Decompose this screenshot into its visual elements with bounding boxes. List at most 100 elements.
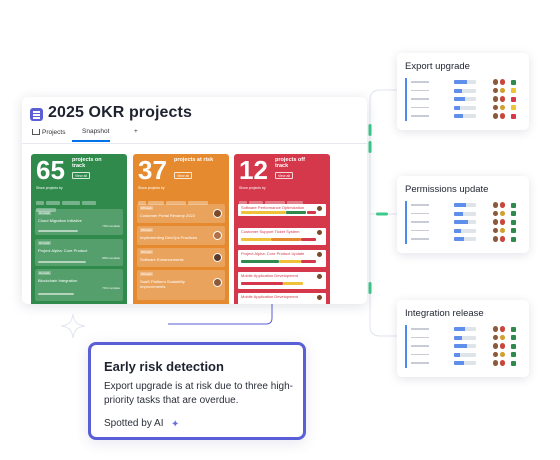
project-item[interactable]: On track Blockchain Integration 71% comp… [35, 269, 123, 301]
table-row [405, 359, 522, 368]
callout-title: Early risk detection [104, 359, 224, 374]
callout-body: Export upgrade is at risk due to three h… [104, 381, 293, 406]
table-row [405, 333, 522, 342]
avatar [213, 278, 222, 287]
active-tab-indicator [72, 140, 110, 142]
avatar [213, 209, 222, 218]
tab-projects[interactable]: Projects [32, 128, 65, 136]
permissions-update-card[interactable]: Permissions update [397, 176, 529, 253]
show-by-label: Show projects by [239, 186, 266, 190]
status-tag: On track [38, 271, 51, 275]
progress-bar-segment [241, 238, 271, 241]
table-row [405, 235, 522, 244]
project-name: Implementing DevOps Practices [140, 235, 198, 240]
add-tab-button[interactable]: + [134, 128, 138, 135]
off-track-count: 12 [239, 155, 268, 185]
project-item[interactable]: Off track Customer Portal Revamp 2022 [137, 204, 225, 223]
task-table [405, 78, 522, 121]
project-name: Cloud Migration Initiative [38, 218, 82, 223]
progress-bar-segment [271, 238, 301, 241]
sparkle-icon [60, 313, 86, 339]
project-item[interactable]: Software Performance Optimization [238, 204, 326, 216]
progress-bar-segment [241, 211, 286, 214]
tab-snapshot[interactable]: Snapshot [72, 128, 109, 135]
ai-sparkle-icon: ✦ [171, 419, 180, 430]
project-item[interactable]: Customer Support Ticket System [238, 228, 326, 245]
table-row [405, 103, 522, 112]
progress-bar [38, 261, 86, 263]
avatar [316, 251, 323, 258]
progress-bar-segment [301, 260, 316, 263]
project-name: Project Alpha: Core Product Update [241, 251, 305, 256]
project-name: Customer Support Ticket System [241, 229, 300, 234]
project-item[interactable]: Project Alpha: Core Product Update [238, 250, 326, 267]
project-item[interactable]: Off track Implementing DevOps Practices [137, 226, 225, 245]
filter-chips[interactable] [138, 192, 210, 205]
table-row [405, 226, 522, 235]
callout-footer: Spotted by AI ✦ [104, 418, 179, 430]
progress-bar-segment [307, 211, 316, 214]
filter-chips-row-2[interactable] [36, 199, 58, 212]
on-track-label: projects on track [72, 157, 102, 169]
status-tag: Off track [140, 272, 153, 276]
integration-release-card[interactable]: Integration release [397, 300, 529, 377]
project-item[interactable]: Off track Software Enhancements [137, 248, 225, 267]
progress-bar-segment [279, 260, 301, 263]
task-table [405, 201, 522, 244]
board-icon [30, 108, 43, 121]
project-progress-text: 80% complete [102, 256, 120, 260]
export-upgrade-card[interactable]: Export upgrade [397, 53, 529, 130]
project-name: Software Performance Optimization [241, 205, 305, 210]
avatar [213, 231, 222, 240]
table-row [405, 86, 522, 95]
at-risk-column: 37 projects at risk View all Show projec… [133, 154, 229, 304]
table-row [405, 112, 522, 121]
view-all-button[interactable]: View all [275, 172, 293, 179]
on-track-column: 65 projects on track View all Show proje… [31, 154, 127, 304]
avatar [316, 229, 323, 236]
table-row [405, 325, 522, 334]
status-tag: On track [38, 241, 51, 245]
progress-bar-segment [283, 282, 303, 285]
at-risk-label: projects at risk [174, 157, 214, 163]
table-row [405, 342, 522, 351]
status-tag: On track [38, 211, 51, 215]
progress-bar [38, 230, 78, 232]
card-title: Integration release [405, 308, 484, 319]
card-title: Permissions update [405, 184, 489, 195]
filter-chips[interactable] [36, 192, 98, 205]
project-item[interactable]: On track Cloud Migration Initiative 73% … [35, 209, 123, 235]
status-tag: Off track [140, 250, 153, 254]
card-title: Export upgrade [405, 61, 470, 72]
on-track-count: 65 [36, 155, 65, 185]
off-track-column: 12 projects off track View all Show proj… [234, 154, 330, 304]
filter-chips[interactable] [239, 192, 305, 205]
table-row [405, 350, 522, 359]
tab-snapshot-label: Snapshot [82, 128, 110, 135]
spotted-by-ai-label: Spotted by AI [104, 418, 164, 429]
project-name: Mobile Application Development [241, 294, 298, 299]
table-row [405, 218, 522, 227]
project-item[interactable]: On track Project Alpha: Core Product 80%… [35, 239, 123, 266]
status-tag: Off track [140, 206, 153, 210]
risk-callout: Early risk detection Export upgrade is a… [88, 342, 306, 440]
off-track-label: projects off track [275, 157, 305, 169]
project-item[interactable]: Off track SaaS Platform Scalability Impr… [137, 270, 225, 300]
project-board-card: 2025 OKR projects Projects Snapshot + 65… [22, 97, 367, 304]
status-tag: Off track [140, 228, 153, 232]
progress-bar-segment [241, 282, 283, 285]
avatar [316, 273, 323, 280]
progress-bar-segment [286, 211, 306, 214]
progress-bar-segment [301, 238, 316, 241]
home-icon [32, 129, 40, 135]
project-progress-text: 71% complete [102, 286, 120, 290]
project-item[interactable]: Mobile Application Development [238, 293, 326, 304]
project-item[interactable]: Mobile Application Development [238, 272, 326, 289]
project-name: Customer Portal Revamp 2022 [140, 213, 195, 218]
view-all-button[interactable]: View all [72, 172, 90, 179]
view-all-button[interactable]: View all [174, 172, 192, 179]
project-name: Software Enhancements [140, 257, 184, 262]
project-name: Mobile Application Development [241, 273, 298, 278]
table-row [405, 95, 522, 104]
project-name: SaaS Platform Scalability Improvements [140, 279, 185, 289]
